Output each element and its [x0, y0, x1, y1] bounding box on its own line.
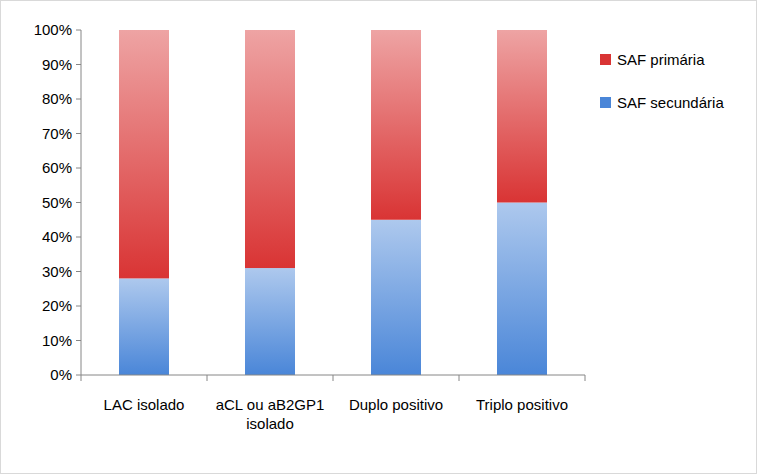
chart-border: [1, 1, 757, 474]
bars: [119, 30, 547, 375]
legend-swatch: [600, 54, 611, 65]
y-tick-label: 100%: [34, 21, 72, 38]
bar-segment: [497, 203, 547, 376]
bar-segment: [245, 268, 295, 375]
y-tick-label: 20%: [42, 297, 72, 314]
bar-segment: [497, 30, 547, 203]
label-line: isolado: [246, 415, 294, 432]
y-tick: [76, 133, 81, 134]
chart: 0% 10% 20% 30% 40% 50% 60% 70% 80% 90% 100% LAC iso…: [0, 0, 757, 474]
x-tick-label: LAC isolado: [104, 396, 185, 413]
label-line: aCL ou aB2GP1: [216, 396, 325, 413]
x-tick: [333, 375, 334, 381]
x-tick: [585, 375, 586, 381]
y-tick: [76, 306, 81, 307]
y-tick: [76, 271, 81, 272]
x-tick-label: Duplo positivo: [349, 396, 443, 413]
legend-label: SAF primária: [617, 51, 705, 68]
bar-segment: [245, 30, 295, 268]
y-tick-label: 90%: [42, 56, 72, 73]
y-tick: [76, 237, 81, 238]
bar-segment: [371, 220, 421, 375]
x-tick: [207, 375, 208, 381]
y-tick: [76, 30, 81, 31]
y-tick: [76, 64, 81, 65]
x-tick: [459, 375, 460, 381]
y-tick-label: 50%: [42, 194, 72, 211]
y-tick-label: 80%: [42, 90, 72, 107]
y-tick: [76, 99, 81, 100]
x-tick-label: Triplo positivo: [476, 396, 568, 413]
label-line: LAC isolado: [104, 396, 185, 413]
y-tick: [76, 202, 81, 203]
legend-label: SAF secundária: [617, 94, 724, 111]
y-tick-label: 40%: [42, 228, 72, 245]
y-tick: [76, 375, 81, 376]
bar-segment: [119, 30, 169, 278]
y-tick-label: 0%: [50, 366, 72, 383]
label-line: Duplo positivo: [349, 396, 443, 413]
y-tick-label: 70%: [42, 125, 72, 142]
x-tick-label: aCL ou aB2GP1 isolado: [216, 396, 325, 432]
bar-segment: [119, 278, 169, 375]
x-tick: [81, 375, 82, 381]
legend-swatch: [600, 97, 611, 108]
label-line: Triplo positivo: [476, 396, 568, 413]
y-tick-label: 60%: [42, 159, 72, 176]
y-tick-label: 10%: [42, 332, 72, 349]
y-tick: [76, 340, 81, 341]
y-tick-label: 30%: [42, 263, 72, 280]
bar-segment: [371, 30, 421, 220]
y-tick: [76, 168, 81, 169]
